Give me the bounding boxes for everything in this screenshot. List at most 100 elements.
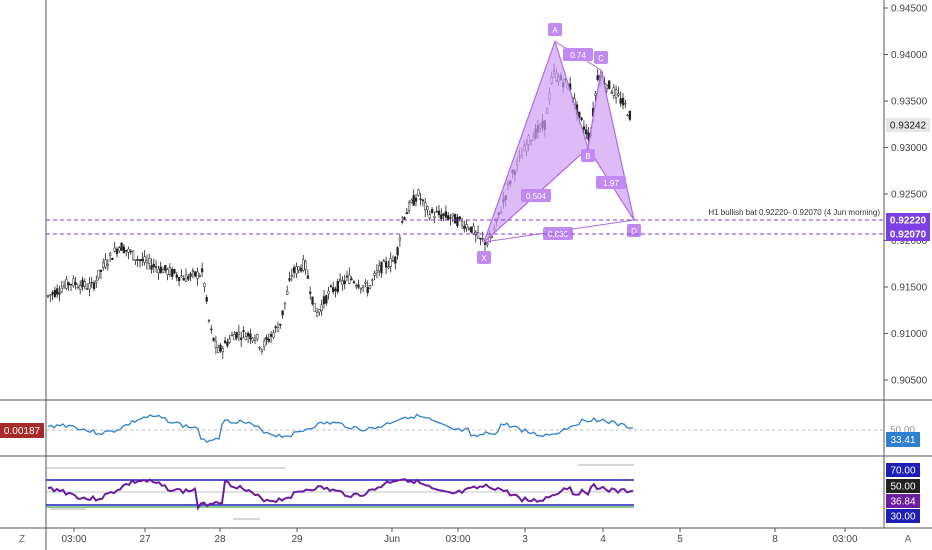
candle-body [449,217,452,219]
candle-body [380,261,383,274]
candle-body [62,285,66,288]
candle-body [148,258,151,264]
candle-body [263,340,266,347]
candle-body [251,337,254,341]
osc1-left-tag [0,423,44,438]
candle-body [120,242,123,251]
time-tick-label: 27 [139,534,151,545]
candle-body [467,228,471,230]
candle-body [131,250,135,261]
candle-body [58,292,61,295]
candle-body [476,232,480,239]
candle-body [279,323,282,326]
price-tick-label: 0.94500 [891,4,928,15]
candle-body [373,273,376,276]
candle-body [246,333,250,337]
candle-body [456,217,459,227]
candle-body [465,224,468,229]
pattern-ratio-label: 0.74 [570,51,586,60]
candle-body [288,278,291,281]
price-axis[interactable]: 0.94500 0.94000 0.93500 0.93000 0.92500 0.920… [884,4,930,387]
candle-body [580,117,583,120]
oscillator-pane: 0.00187 50.00 33.41 [0,413,920,447]
time-tick-label: 03:00 [832,534,857,545]
candle-body [143,256,146,263]
level-tag-text: 0.92220 [890,216,927,227]
candle-body [435,211,438,213]
candle-body [421,199,425,202]
candle-body [108,253,112,256]
candle-body [67,282,70,286]
candle-body [412,195,415,206]
candle-body [355,285,358,287]
price-tick-label: 0.91000 [891,329,928,340]
candle-body [258,347,261,349]
candle-body [401,221,404,223]
candle-body [104,259,107,268]
candle-body [233,334,236,341]
candle-body [74,282,77,285]
time-tick-label: 4 [600,534,606,545]
rsi-tag [886,463,920,477]
candle-body [136,259,139,261]
candle-body [95,280,98,283]
candle-body [585,129,588,135]
candle-body [472,226,475,235]
candle-body [391,260,395,262]
pattern-ratio-box [521,189,551,202]
candle-body [366,286,369,293]
candle-body [290,274,293,277]
rsi-tag-text: 30.00 [890,512,915,523]
candle-body [111,258,114,260]
pattern-point-label: C [598,54,604,63]
candle-body [608,80,611,89]
price-tick-label: 0.94000 [891,50,928,61]
candle-body [182,278,185,281]
candle-body [626,114,629,117]
candle-body [453,214,457,224]
candle-body [398,237,402,241]
candle-body [403,216,406,220]
candle-body [200,268,204,273]
pattern-ratio-box [596,176,626,189]
pattern-point-label: B [585,152,590,161]
candle-body [361,285,365,288]
candle-body [154,266,158,268]
price-tick-label: 0.92500 [891,190,928,201]
pattern-point-a [548,23,562,36]
candle-body [343,280,346,284]
candle-body [125,249,128,252]
candle-body [286,291,289,295]
candle-body [217,347,220,353]
candle-body [433,215,436,219]
time-axis[interactable]: 03:00 27 28 29 Jun 03:00 3 4 5 8 03:00 [61,528,858,545]
auto-scale-button[interactable]: A [905,534,912,545]
z-button[interactable]: Z [19,534,25,545]
candle-body [265,337,268,340]
candle-body [79,285,82,290]
candle-body [269,334,273,337]
rsi-line [47,478,634,511]
candle-body [180,275,183,278]
candle-body [350,278,353,281]
rsi-tag-text: 70.00 [890,466,915,477]
pattern-point-x [477,251,491,264]
candle-body [410,199,413,203]
candle-body [621,97,625,106]
candle-body [437,210,441,216]
candle-body [306,275,310,279]
candle-body [281,310,284,316]
candle-body [302,259,305,271]
candle-body [85,288,89,290]
candle-body [414,197,418,202]
candle-body [594,93,597,96]
candle-body [56,288,59,295]
rsi-tag [886,479,920,493]
candle-body [320,304,323,311]
candle-body [161,268,165,274]
rsi-tags: 70.00 50.00 36.84 30.00 [886,463,920,523]
candle-body [387,266,390,269]
time-tick-label: 03:00 [61,534,86,545]
